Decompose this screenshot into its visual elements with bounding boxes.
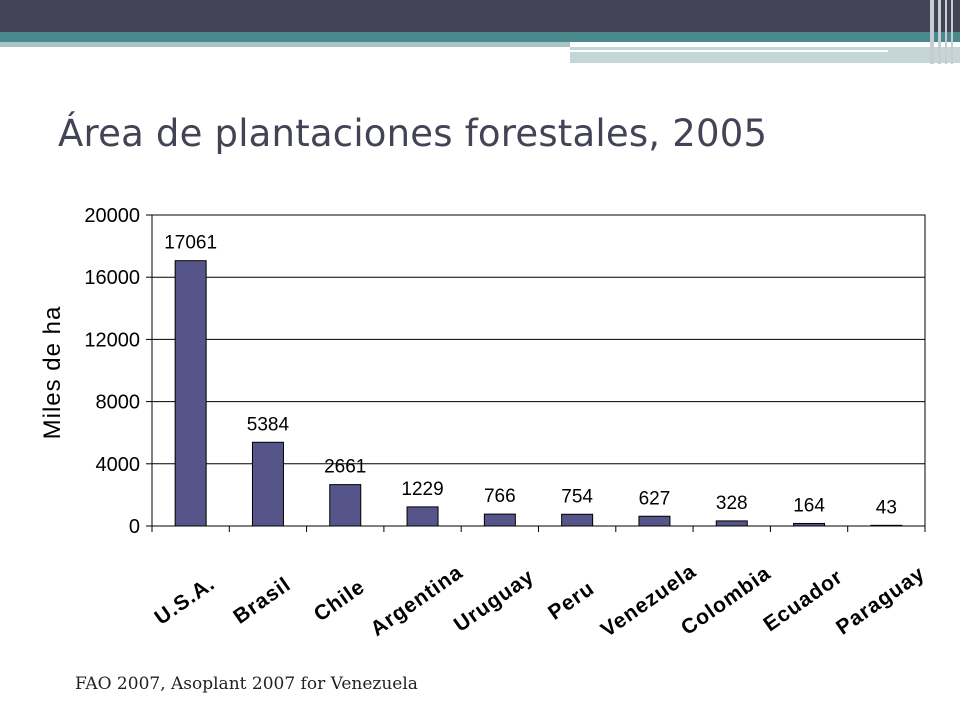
bar [251, 441, 284, 527]
y-tick-label: 20000 [84, 205, 140, 227]
header-strip [0, 42, 570, 47]
y-tick-label: 0 [129, 516, 140, 538]
category-label: Chile [310, 575, 369, 626]
data-label: 5384 [247, 414, 290, 435]
data-label: 164 [793, 495, 825, 516]
category-label: Ecuador [759, 565, 847, 636]
category-label: Paraguay [832, 562, 929, 640]
header-accent-band [0, 32, 960, 42]
header-deco-bar [938, 0, 941, 64]
data-label: 754 [561, 486, 593, 507]
bar [561, 513, 594, 527]
y-tick-label: 16000 [84, 267, 140, 289]
header-deco-bar [945, 0, 947, 64]
bar [715, 520, 748, 527]
data-label: 328 [716, 493, 748, 514]
bar [174, 260, 207, 527]
y-tick-label: 4000 [96, 454, 141, 476]
bar [870, 524, 903, 527]
bar [483, 513, 516, 527]
header-divider [570, 50, 888, 52]
bar [793, 522, 826, 527]
source-note: FAO 2007, Asoplant 2007 for Venezuela [75, 674, 418, 694]
data-label: 17061 [164, 233, 217, 254]
slide-title: Área de plantaciones forestales, 2005 [58, 112, 768, 155]
data-label: 43 [876, 497, 897, 518]
data-label: 627 [639, 488, 671, 509]
header-band [0, 0, 960, 32]
y-axis-title: Miles de ha [39, 306, 66, 440]
header-deco-bar [951, 0, 953, 64]
data-label: 1229 [401, 479, 443, 500]
bar [638, 515, 671, 527]
bar-chart: 0 4000 8000 12000 16000 20000 17061 U.S.A. 5384 B… [39, 205, 929, 642]
category-label: Brasil [229, 573, 295, 629]
y-tick-label: 8000 [96, 392, 141, 414]
data-label: 766 [484, 486, 516, 507]
category-label: Peru [544, 577, 599, 625]
category-label: Argentina [366, 561, 467, 641]
y-tick-label: 12000 [84, 329, 140, 351]
category-label: U.S.A. [151, 572, 220, 630]
data-label: 2661 [324, 457, 366, 478]
bar [329, 484, 362, 527]
bar [406, 506, 439, 527]
header-deco-bar [930, 0, 934, 64]
